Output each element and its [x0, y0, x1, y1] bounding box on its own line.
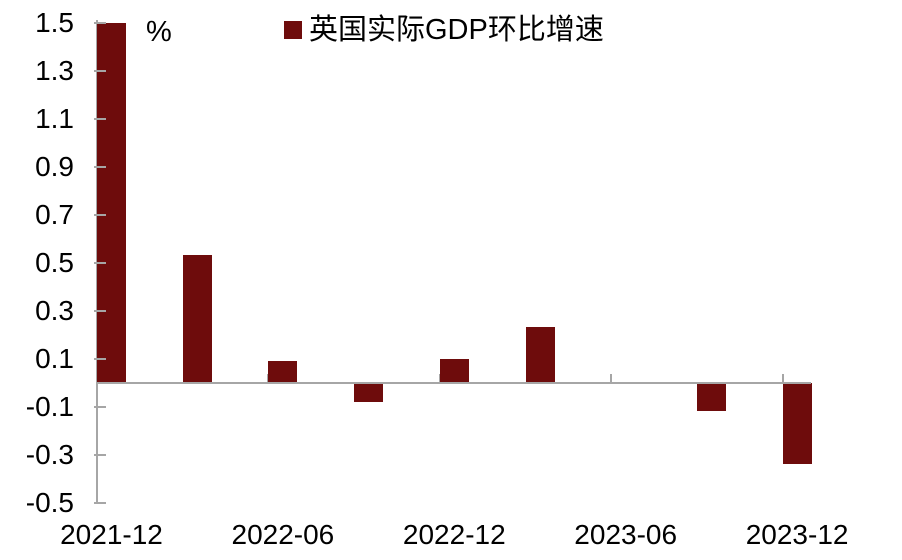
x-tick-label-2022-12: 2022-12 — [402, 519, 506, 550]
y-tick-label-1.5: 1.5 — [35, 6, 74, 38]
bar-2022-12 — [439, 358, 469, 383]
bar-2023-03 — [525, 327, 555, 383]
y-tick-0.1 — [94, 357, 106, 360]
x-axis-zero-line — [96, 381, 811, 384]
x-tick-label-2021-12: 2021-12 — [60, 519, 163, 550]
x-tick-2023-12 — [781, 373, 784, 383]
bar-2022-09 — [354, 382, 384, 402]
y-tick-label--0.5: -0.5 — [25, 486, 74, 518]
y-tick--0.5 — [94, 501, 106, 504]
y-tick-label-0.7: 0.7 — [35, 198, 74, 230]
y-tick--0.1 — [94, 405, 106, 408]
x-tick-2023-06 — [610, 373, 613, 383]
y-tick-label-1.3: 1.3 — [35, 54, 74, 86]
y-tick-1.3 — [94, 69, 106, 72]
x-tick-label-2023-12: 2023-12 — [745, 519, 849, 550]
bar-2022-03 — [182, 255, 212, 383]
y-tick-label-0.9: 0.9 — [35, 150, 74, 182]
y-tick-1.5 — [94, 21, 106, 24]
bar-2022-06 — [268, 360, 298, 383]
bar-2023-12 — [782, 382, 812, 465]
y-tick-0.7 — [94, 213, 106, 216]
y-tick-0.3 — [94, 309, 106, 312]
y-tick-label-0.3: 0.3 — [35, 294, 74, 326]
y-tick-label-0.1: 0.1 — [35, 342, 74, 374]
y-tick-label-1.1: 1.1 — [35, 102, 74, 134]
legend-swatch-icon — [284, 21, 302, 39]
y-tick-0.5 — [94, 261, 106, 264]
y-tick-0.9 — [94, 165, 106, 168]
y-tick-label--0.1: -0.1 — [25, 390, 74, 422]
y-axis-unit-label: % — [146, 16, 172, 48]
y-tick-1.1 — [94, 117, 106, 120]
y-tick-label--0.3: -0.3 — [25, 438, 74, 470]
legend: 英国实际GDP环比增速 — [284, 16, 604, 45]
y-tick-label-0.5: 0.5 — [35, 246, 74, 278]
y-tick--0.3 — [94, 453, 106, 456]
bar-2021-12 — [97, 22, 126, 383]
x-tick-label-2022-06: 2022-06 — [231, 519, 335, 550]
legend-series-label: 英国实际GDP环比增速 — [309, 14, 604, 46]
bar-2023-09 — [696, 382, 726, 412]
x-tick-label-2023-06: 2023-06 — [574, 519, 678, 550]
